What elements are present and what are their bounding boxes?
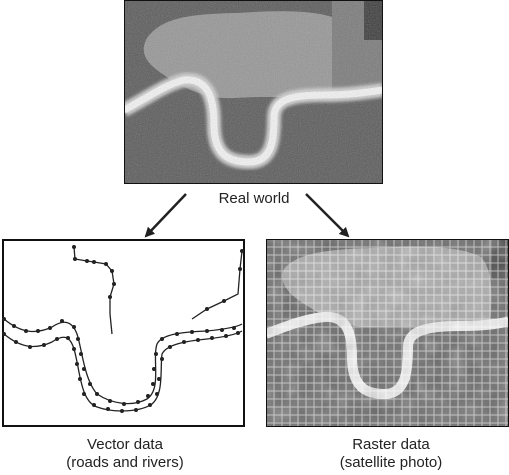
road-line-1 xyxy=(73,246,115,335)
photo-border xyxy=(124,0,383,184)
vector-data-subtitle: (roads and rivers) xyxy=(66,454,184,471)
river-line-upper xyxy=(3,318,243,405)
vector-data-label: Vector data (roads and rivers) xyxy=(20,436,230,472)
photo-texture xyxy=(124,0,383,184)
vector-data-panel xyxy=(2,239,245,427)
raster-data-label: Raster data (satellite photo) xyxy=(286,436,496,472)
real-world-photo xyxy=(124,0,383,184)
raster-data-subtitle: (satellite photo) xyxy=(339,454,443,471)
raster-grid xyxy=(266,239,509,427)
raster-data-title: Raster data xyxy=(352,436,430,453)
vector-vertices xyxy=(2,245,244,413)
road-line-2 xyxy=(191,250,243,320)
vector-data-title: Vector data xyxy=(87,436,163,453)
raster-data-panel xyxy=(266,239,509,427)
arrow-to-raster xyxy=(305,193,350,238)
vector-frame xyxy=(2,239,245,427)
real-world-text: Real world xyxy=(218,190,290,207)
real-world-label: Real world xyxy=(184,190,324,208)
arrows xyxy=(144,193,350,238)
arrow-to-vector xyxy=(144,193,187,238)
